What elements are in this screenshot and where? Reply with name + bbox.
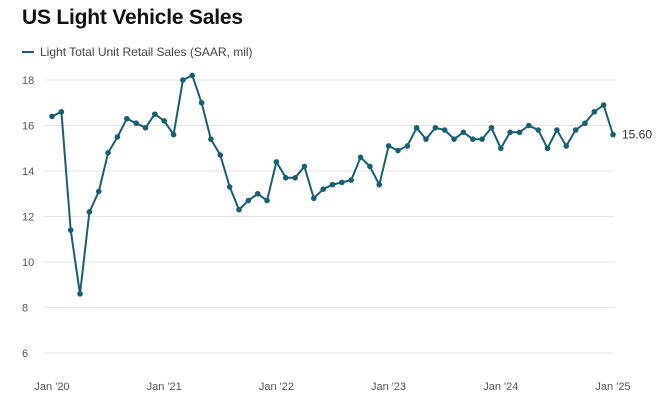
data-point bbox=[114, 134, 121, 140]
data-point bbox=[460, 129, 467, 136]
data-point bbox=[273, 159, 280, 165]
data-point bbox=[339, 179, 345, 186]
data-point bbox=[124, 115, 130, 122]
x-tick-label: Jan '25 bbox=[595, 381, 630, 393]
data-point bbox=[282, 175, 289, 181]
data-point bbox=[180, 77, 186, 83]
y-tick-label: 18 bbox=[22, 75, 34, 87]
y-tick-label: 12 bbox=[22, 212, 34, 224]
y-tick-label: 10 bbox=[22, 257, 34, 269]
data-point bbox=[423, 136, 429, 142]
data-point bbox=[385, 143, 392, 149]
legend-swatch bbox=[22, 51, 34, 53]
y-tick-label: 6 bbox=[22, 348, 28, 360]
data-point bbox=[189, 72, 196, 79]
data-point bbox=[488, 124, 495, 131]
data-point bbox=[170, 131, 177, 138]
x-tick-label: Jan '23 bbox=[371, 381, 406, 393]
data-point bbox=[404, 143, 411, 149]
y-tick-label: 8 bbox=[22, 303, 28, 315]
data-point bbox=[311, 195, 317, 202]
data-point bbox=[441, 127, 448, 133]
data-point bbox=[161, 118, 167, 124]
chart-title: US Light Vehicle Sales bbox=[22, 6, 243, 29]
data-point bbox=[572, 127, 579, 133]
x-tick-label: Jan '24 bbox=[483, 381, 518, 393]
data-point bbox=[516, 129, 523, 136]
data-point bbox=[544, 145, 551, 152]
data-point bbox=[301, 163, 308, 170]
legend-label: Light Total Unit Retail Sales (SAAR, mil… bbox=[40, 45, 253, 59]
data-point bbox=[292, 175, 298, 181]
data-point bbox=[376, 181, 383, 188]
data-point bbox=[236, 206, 242, 213]
data-point bbox=[348, 177, 355, 183]
data-point bbox=[254, 190, 261, 197]
data-point bbox=[591, 109, 598, 115]
x-tick-label: Jan '21 bbox=[147, 381, 182, 393]
data-point bbox=[264, 197, 270, 204]
x-tick-label: Jan '20 bbox=[34, 381, 69, 393]
data-point bbox=[610, 131, 616, 138]
data-point bbox=[133, 120, 139, 127]
data-point bbox=[329, 181, 336, 188]
data-point bbox=[320, 186, 326, 192]
data-point bbox=[58, 109, 65, 115]
data-point bbox=[600, 102, 607, 108]
data-point bbox=[413, 124, 420, 131]
data-point bbox=[395, 147, 401, 154]
x-tick-label: Jan '22 bbox=[259, 381, 294, 393]
data-point bbox=[479, 136, 485, 142]
data-point bbox=[498, 145, 504, 152]
y-tick-label: 14 bbox=[22, 166, 34, 178]
data-point bbox=[469, 136, 476, 142]
data-point bbox=[142, 124, 149, 131]
data-point bbox=[208, 136, 214, 142]
data-point bbox=[563, 143, 570, 149]
data-point bbox=[226, 184, 233, 190]
y-tick-label: 16 bbox=[22, 121, 34, 133]
data-point bbox=[152, 111, 158, 117]
data-point bbox=[217, 152, 224, 158]
data-point bbox=[357, 154, 364, 161]
data-point bbox=[105, 150, 111, 156]
data-point bbox=[507, 129, 513, 136]
data-point bbox=[526, 122, 532, 129]
data-point bbox=[451, 136, 457, 142]
data-point bbox=[67, 227, 74, 233]
end-value-label: 15.60 bbox=[622, 128, 652, 142]
data-point bbox=[245, 197, 252, 204]
data-point bbox=[86, 209, 93, 215]
data-point bbox=[95, 188, 102, 195]
data-point bbox=[367, 163, 373, 170]
data-point bbox=[49, 113, 55, 120]
legend: Light Total Unit Retail Sales (SAAR, mil… bbox=[22, 45, 253, 59]
data-point bbox=[582, 120, 588, 127]
data-point bbox=[535, 127, 541, 133]
data-point bbox=[432, 124, 439, 131]
data-point bbox=[77, 291, 83, 297]
data-point bbox=[198, 99, 205, 106]
data-point bbox=[554, 127, 560, 133]
